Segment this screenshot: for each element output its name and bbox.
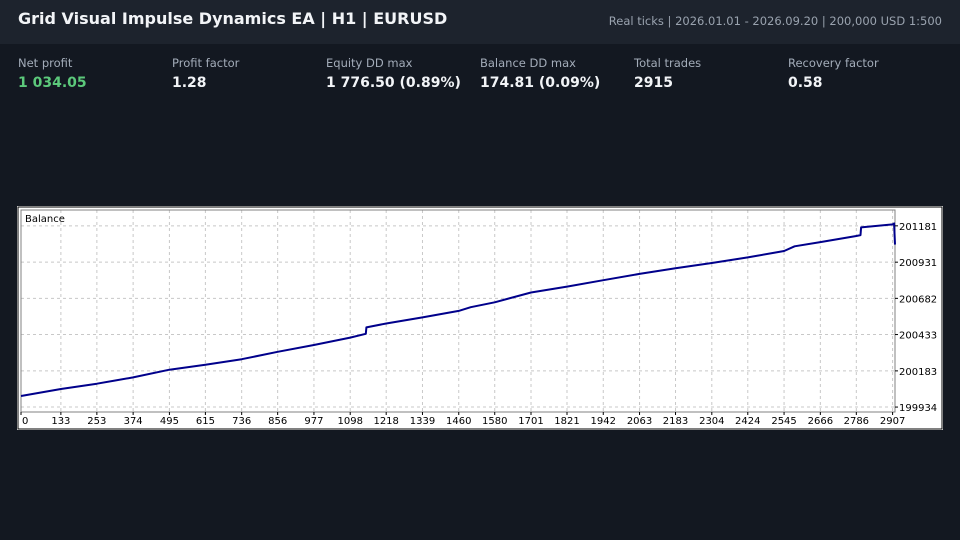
y-axis-ticks: 199934 200183 200433 200682 200931 201181	[895, 222, 937, 414]
x-tick-label: 495	[160, 416, 179, 427]
y-tick-label: 200183	[899, 367, 937, 378]
y-tick-label: 200433	[899, 331, 937, 342]
stat-net-profit: Net profit 1 034.05	[18, 56, 168, 91]
balance-series	[20, 222, 896, 397]
x-tick-label: 2304	[699, 416, 724, 427]
x-tick-label: 2666	[808, 416, 833, 427]
y-tick-label: 200682	[899, 294, 937, 305]
y-tick-label: 199934	[899, 403, 937, 414]
report-title: Grid Visual Impulse Dynamics EA | H1 | E…	[18, 9, 448, 28]
x-tick-label: 736	[232, 416, 251, 427]
stat-recovery-factor: Recovery factor 0.58	[788, 56, 938, 91]
chart-title: Balance	[25, 214, 65, 225]
stat-label: Total trades	[634, 56, 702, 70]
balance-chart-svg: 0 133 253 374 495 615 736 856 977 1098 1218 1339 146…	[17, 206, 943, 430]
stat-value: 2915	[634, 75, 673, 91]
stat-balance-dd-max: Balance DD max 174.81 (0.09%)	[480, 56, 630, 91]
stat-label: Equity DD max	[326, 56, 413, 70]
x-tick-label: 1218	[373, 416, 398, 427]
stat-label: Profit factor	[172, 56, 240, 70]
title-bar: Grid Visual Impulse Dynamics EA | H1 | E…	[0, 0, 960, 44]
x-tick-label: 1701	[518, 416, 543, 427]
x-tick-label: 856	[268, 416, 287, 427]
x-tick-label: 1942	[591, 416, 616, 427]
x-axis-ticks: 0 133 253 374 495 615 736 856 977 1098 1218 1339 146…	[20, 412, 905, 427]
x-tick-label: 0	[22, 416, 28, 427]
x-tick-label: 374	[124, 416, 143, 427]
stats-row: Net profit 1 034.05 Profit factor 1.28 E…	[0, 56, 960, 100]
x-tick-label: 615	[196, 416, 215, 427]
stat-equity-dd-max: Equity DD max 1 776.50 (0.89%)	[326, 56, 476, 91]
stat-label: Net profit	[18, 56, 73, 70]
x-tick-label: 977	[304, 416, 323, 427]
stat-value: 1 776.50 (0.89%)	[326, 75, 461, 91]
stat-profit-factor: Profit factor 1.28	[172, 56, 322, 91]
x-tick-label: 2786	[844, 416, 869, 427]
x-tick-label: 133	[51, 416, 70, 427]
balance-line	[20, 222, 896, 397]
x-tick-label: 253	[87, 416, 106, 427]
stat-value: 0.58	[788, 75, 823, 91]
x-tick-label: 1580	[482, 416, 507, 427]
x-tick-label: 2424	[735, 416, 760, 427]
stat-label: Recovery factor	[788, 56, 879, 70]
y-tick-label: 200931	[899, 258, 937, 269]
plot-area-border	[20, 209, 896, 413]
x-tick-label: 2907	[880, 416, 905, 427]
x-tick-label: 2545	[771, 416, 796, 427]
stat-total-trades: Total trades 2915	[634, 56, 784, 91]
balance-chart: 0 133 253 374 495 615 736 856 977 1098 1218 1339 146…	[17, 206, 943, 430]
stat-value: 1.28	[172, 75, 207, 91]
x-tick-label: 1339	[410, 416, 435, 427]
x-tick-label: 1821	[554, 416, 579, 427]
x-tick-label: 1098	[337, 416, 362, 427]
chart-border	[17, 206, 943, 430]
stat-value: 1 034.05	[18, 75, 87, 91]
stat-value: 174.81 (0.09%)	[480, 75, 601, 91]
y-tick-label: 201181	[899, 222, 937, 233]
x-tick-label: 2183	[663, 416, 688, 427]
test-settings-summary: Real ticks | 2026.01.01 - 2026.09.20 | 2…	[608, 14, 942, 28]
x-tick-label: 2063	[627, 416, 652, 427]
stat-label: Balance DD max	[480, 56, 576, 70]
x-tick-label: 1460	[446, 416, 471, 427]
